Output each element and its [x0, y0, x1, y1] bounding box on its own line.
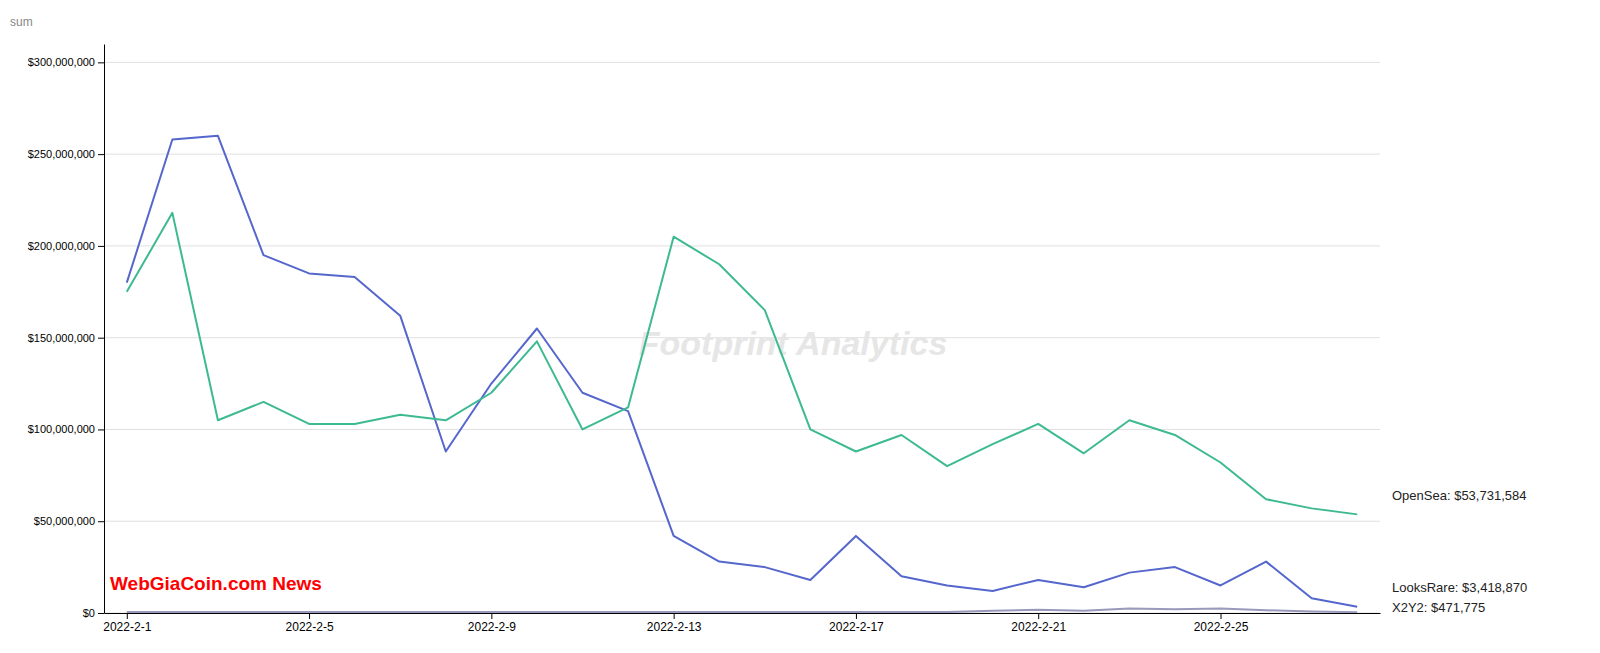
y-tick-mark [98, 429, 104, 430]
grid-line [104, 429, 1380, 430]
x-tick-mark [856, 613, 857, 619]
y-tick-label: $50,000,000 [34, 515, 95, 527]
y-tick: $300,000,000 [28, 56, 104, 68]
lines [127, 136, 1357, 612]
x-tick-label: 2022-2-1 [103, 620, 151, 634]
x-axis-line [105, 613, 1381, 614]
grid-line [104, 154, 1380, 155]
y-tick-label: $0 [83, 607, 95, 619]
y-tick-mark [98, 246, 104, 247]
x-tick-mark [127, 613, 128, 619]
x-tick: 2022-2-25 [1194, 613, 1249, 634]
grid-line [104, 245, 1380, 246]
x-tick-mark [1038, 613, 1039, 619]
y-tick: $250,000,000 [28, 148, 104, 160]
x-tick: 2022-2-5 [286, 613, 334, 634]
y-tick: $0 [83, 607, 104, 619]
y-tick-mark [98, 62, 104, 63]
y-tick: $100,000,000 [28, 423, 104, 435]
y-tick-label: $100,000,000 [28, 423, 95, 435]
y-axis-line [104, 45, 105, 614]
grid-line [104, 62, 1380, 63]
x-tick: 2022-2-1 [103, 613, 151, 634]
grid [104, 62, 1380, 613]
series-line [127, 213, 1357, 515]
y-tick-label: $200,000,000 [28, 240, 95, 252]
y-tick: $50,000,000 [34, 515, 104, 527]
y-tick-mark [98, 154, 104, 155]
plot: $0 $50,000,000 $100,000,000 $150,000,000 $20… [10, 15, 1527, 634]
y-tick-label: $250,000,000 [28, 148, 95, 160]
x-tick-label: 2022-2-17 [829, 620, 884, 634]
series-line [127, 136, 1357, 607]
x-tick-label: 2022-2-13 [647, 620, 702, 634]
y-tick: $200,000,000 [28, 240, 104, 252]
watermark: Footprint Analytics [639, 324, 948, 362]
x-tick-label: 2022-2-9 [468, 620, 516, 634]
x-tick: 2022-2-21 [1011, 613, 1066, 634]
x-tick: 2022-2-13 [647, 613, 702, 634]
x-tick-label: 2022-2-25 [1194, 620, 1249, 634]
end-label: OpenSea: $53,731,584 [1392, 488, 1526, 503]
end-label: LooksRare: $3,418,870 [1392, 580, 1527, 595]
y-tick-mark [98, 338, 104, 339]
y-tick-mark [98, 521, 104, 522]
series-line [127, 608, 1357, 612]
grid-line [104, 521, 1380, 522]
x-tick-label: 2022-2-5 [286, 620, 334, 634]
x-axis: 2022-2-1 2022-2-5 2022-2-9 2022-2-13 2022-2-… [103, 613, 1380, 634]
y-axis-title: sum [10, 15, 33, 29]
end-label: X2Y2: $471,775 [1392, 600, 1485, 615]
y-tick-label: $300,000,000 [28, 56, 95, 68]
x-tick: 2022-2-17 [829, 613, 884, 634]
y-tick-mark [98, 613, 104, 614]
y-axis: $0 $50,000,000 $100,000,000 $150,000,000 $20… [28, 45, 105, 620]
x-tick-mark [674, 613, 675, 619]
x-tick-mark [491, 613, 492, 619]
chart: $0 $50,000,000 $100,000,000 $150,000,000 $20… [0, 0, 1600, 653]
x-tick-mark [309, 613, 310, 619]
x-tick-label: 2022-2-21 [1011, 620, 1066, 634]
y-tick: $150,000,000 [28, 332, 104, 344]
x-tick-mark [1221, 613, 1222, 619]
y-tick-label: $150,000,000 [28, 332, 95, 344]
credit: WebGiaCoin.com News [110, 573, 322, 594]
x-tick: 2022-2-9 [468, 613, 516, 634]
